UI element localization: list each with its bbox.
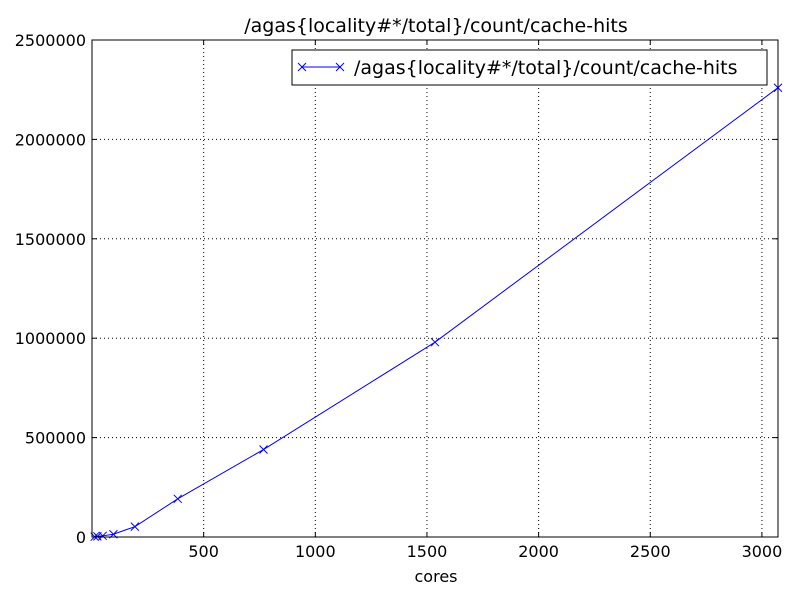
data-point-marker — [430, 337, 440, 347]
x-tick-label: 2500 — [630, 542, 671, 561]
x-tick-label: 500 — [188, 542, 219, 561]
y-tick-label: 2500000 — [15, 31, 86, 50]
plot-area — [92, 40, 778, 537]
data-point-marker — [173, 494, 183, 504]
legend-box — [291, 49, 768, 86]
legend-marker — [297, 62, 307, 72]
y-tick-label: 2000000 — [15, 130, 86, 149]
x-tick-label: 1500 — [407, 542, 448, 561]
x-axis-label: cores — [415, 567, 458, 586]
data-point-marker — [98, 531, 108, 541]
y-tick-label: 500000 — [25, 429, 86, 448]
data-point-marker — [130, 522, 140, 532]
grid-lines — [92, 39, 778, 538]
x-tick-labels: 500 1000 1500 2000 2500 3000 — [188, 542, 782, 561]
x-tick-label: 3000 — [742, 542, 783, 561]
data-point-marker — [259, 445, 268, 454]
legend-markers — [297, 62, 345, 72]
series-layer — [90, 83, 783, 542]
y-tick-label: 1500000 — [15, 230, 86, 249]
x-tick-label: 2000 — [518, 542, 559, 561]
chart-title: /agas{locality#*/total}/count/cache-hits — [244, 15, 628, 37]
y-tick-label: 0 — [76, 528, 86, 547]
plot-frame — [91, 39, 779, 538]
y-tick-labels: 0 500000 1000000 1500000 2000000 2500000 — [15, 31, 86, 547]
legend-entry-label: /agas{locality#*/total}/count/cache-hits — [354, 57, 738, 79]
y-tick-label: 1000000 — [15, 329, 86, 348]
x-tick-label: 1000 — [295, 542, 336, 561]
axis-ticks — [92, 39, 778, 538]
legend: /agas{locality#*/total}/count/cache-hits — [291, 49, 768, 86]
legend-marker — [335, 62, 345, 72]
